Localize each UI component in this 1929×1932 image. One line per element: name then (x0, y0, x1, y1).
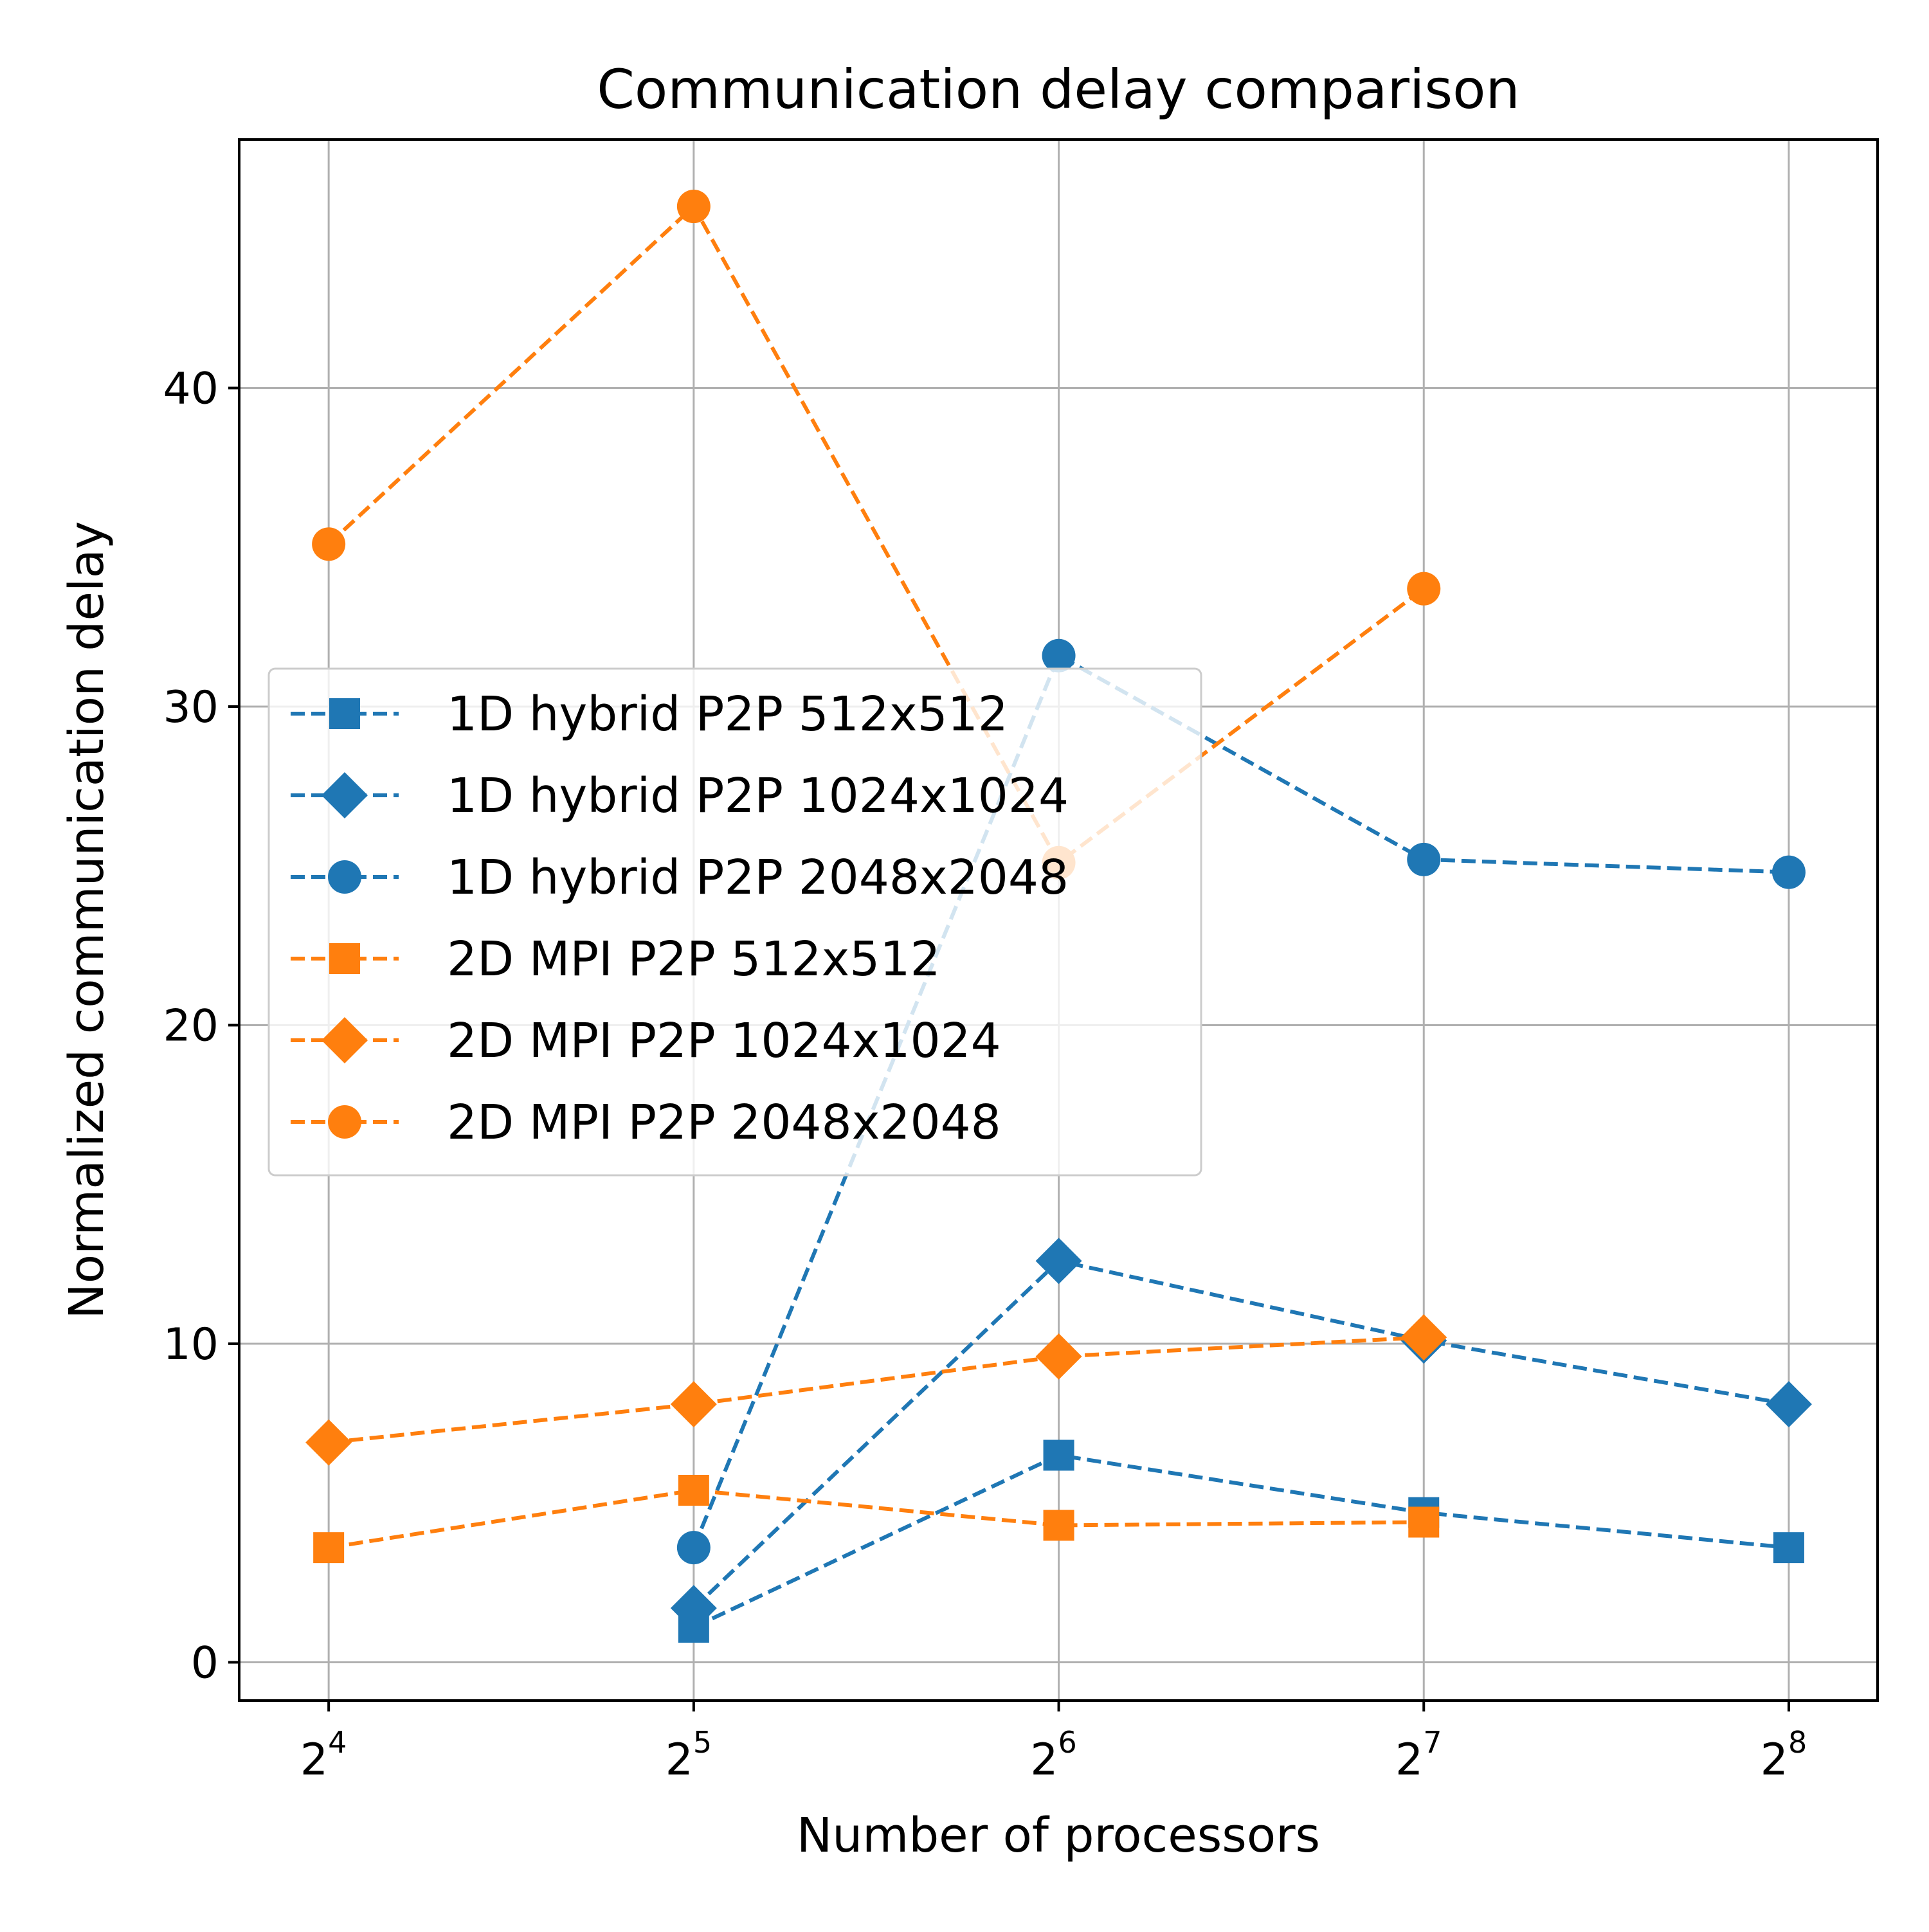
data-point (1408, 1506, 1440, 1538)
data-point (313, 1532, 345, 1564)
legend-label: 2D MPI P2P 512x512 (447, 932, 941, 987)
legend-box (267, 667, 1202, 1177)
data-point (678, 1474, 709, 1506)
y-tick-label: 10 (163, 1319, 219, 1370)
series-line (693, 1453, 1789, 1629)
data-point (312, 527, 346, 561)
series-line (328, 1488, 1424, 1550)
x-tick-label: 24 (300, 1725, 347, 1785)
legend: 1D hybrid P2P 512x512 1D hybrid P2P 1024x… (267, 667, 1202, 1177)
data-point (1043, 1440, 1074, 1471)
data-point (676, 190, 711, 224)
data-point (1035, 1333, 1082, 1380)
data-point (1043, 1510, 1074, 1541)
data-point (676, 1531, 711, 1565)
x-axis-label: Number of processors (797, 1808, 1320, 1863)
y-tick-label: 30 (163, 682, 219, 733)
legend-marker (329, 943, 360, 974)
series-line (692, 1258, 1789, 1610)
series-line (327, 203, 1426, 866)
data-point (1407, 842, 1441, 876)
legend-marker (328, 860, 361, 894)
y-axis-label: Normalized communication delay (59, 521, 114, 1319)
series-line (328, 1335, 1424, 1445)
legend-marker (328, 1105, 361, 1139)
data-point (670, 1381, 717, 1428)
legend-label: 1D hybrid P2P 512x512 (447, 687, 1008, 742)
y-tick-label: 20 (163, 1001, 219, 1052)
legend-label: 1D hybrid P2P 1024x1024 (447, 768, 1069, 824)
legend-label: 1D hybrid P2P 2048x2048 (447, 850, 1069, 905)
data-point (1042, 638, 1076, 673)
data-point (1773, 1532, 1804, 1564)
legend-entry: 1D hybrid P2P 1024x1024 (291, 768, 1069, 824)
legend-entry: 2D MPI P2P 512x512 (291, 932, 941, 987)
legend-label: 2D MPI P2P 1024x1024 (447, 1013, 1001, 1069)
legend-marker (322, 772, 368, 818)
series-5 (305, 1314, 1447, 1466)
y-tick-label: 40 (163, 363, 219, 414)
data-point (1765, 1381, 1812, 1428)
data-point (1400, 1314, 1447, 1361)
x-tick-label: 25 (666, 1725, 712, 1785)
legend-entry: 2D MPI P2P 1024x1024 (291, 1013, 1001, 1069)
data-point (305, 1419, 352, 1466)
x-tick-label: 26 (1030, 1725, 1077, 1785)
legend-entry: 1D hybrid P2P 512x512 (291, 687, 1008, 742)
x-tick-label: 27 (1395, 1725, 1442, 1785)
data-point (1035, 1238, 1082, 1285)
legend-entry: 2D MPI P2P 2048x2048 (291, 1095, 1001, 1150)
data-point (1407, 572, 1441, 606)
data-point (1771, 855, 1806, 889)
x-tick-label: 28 (1761, 1725, 1807, 1785)
series-4 (313, 1474, 1440, 1564)
legend-marker (322, 1017, 368, 1063)
legend-label: 2D MPI P2P 2048x2048 (447, 1095, 1001, 1150)
legend-entry: 1D hybrid P2P 2048x2048 (291, 850, 1069, 905)
chart-title: Communication delay comparison (597, 58, 1519, 121)
tick-layer: 24 25 26 27 28 0 10 20 30 40 (163, 363, 1807, 1785)
data-point (670, 1585, 717, 1632)
y-tick-label: 0 (191, 1638, 219, 1689)
legend-marker (329, 698, 360, 729)
